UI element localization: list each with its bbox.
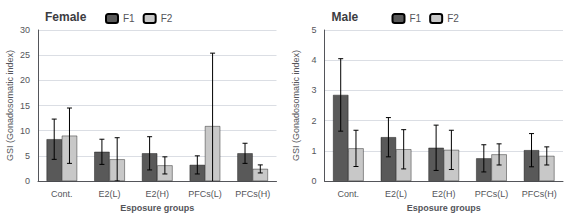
svg-text:5: 5 (311, 25, 316, 35)
svg-text:E2(L): E2(L) (99, 189, 121, 199)
svg-text:E2(L): E2(L) (385, 189, 407, 199)
svg-text:PFCs(H): PFCs(H) (235, 189, 270, 199)
svg-text:Male: Male (332, 10, 359, 24)
svg-text:4: 4 (311, 55, 316, 65)
svg-text:PFCs(L): PFCs(L) (475, 189, 509, 199)
svg-text:5: 5 (25, 151, 30, 161)
svg-text:Cont.: Cont. (338, 189, 360, 199)
svg-text:Cont.: Cont. (51, 189, 73, 199)
svg-text:3: 3 (311, 85, 316, 95)
svg-text:PFCs(L): PFCs(L) (188, 189, 222, 199)
svg-text:0: 0 (25, 176, 30, 186)
svg-text:25: 25 (20, 50, 30, 60)
svg-text:F1: F1 (123, 13, 135, 24)
svg-text:15: 15 (20, 101, 30, 111)
svg-text:0: 0 (311, 176, 316, 186)
svg-text:20: 20 (20, 75, 30, 85)
svg-text:30: 30 (20, 25, 30, 35)
svg-text:F2: F2 (161, 13, 173, 24)
svg-text:E2(H): E2(H) (432, 189, 456, 199)
svg-text:Esposure groups: Esposure groups (120, 203, 194, 213)
svg-text:10: 10 (20, 126, 30, 136)
svg-text:1: 1 (311, 146, 316, 156)
svg-text:PFCs(H): PFCs(H) (522, 189, 557, 199)
svg-text:F2: F2 (447, 13, 459, 24)
svg-text:Esposure groups: Esposure groups (407, 203, 481, 213)
svg-text:F1: F1 (410, 13, 422, 24)
svg-text:GSI (Gonadosomatic index): GSI (Gonadosomatic index) (5, 50, 15, 161)
svg-text:E2(H): E2(H) (145, 189, 169, 199)
svg-text:2: 2 (311, 116, 316, 126)
svg-text:Female: Female (45, 10, 87, 24)
svg-text:GSI (Gonadosomatic index): GSI (Gonadosomatic index) (291, 50, 301, 161)
